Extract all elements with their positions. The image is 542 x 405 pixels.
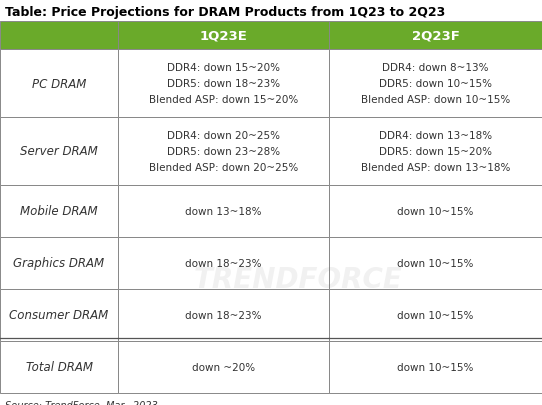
Bar: [0, 50, 118, 118]
Bar: [329, 237, 542, 289]
Bar: [118, 341, 329, 393]
Bar: [0, 22, 118, 50]
Text: down 18~23%: down 18~23%: [185, 258, 262, 269]
Bar: [118, 237, 329, 289]
Text: down 10~15%: down 10~15%: [397, 362, 474, 372]
Bar: [118, 289, 329, 341]
Bar: [329, 341, 542, 393]
Text: down 10~15%: down 10~15%: [397, 310, 474, 320]
Text: Table: Price Projections for DRAM Products from 1Q23 to 2Q23: Table: Price Projections for DRAM Produc…: [5, 6, 445, 19]
Text: down 10~15%: down 10~15%: [397, 258, 474, 269]
Text: down ~20%: down ~20%: [192, 362, 255, 372]
Bar: [0, 237, 118, 289]
Text: 2Q23F: 2Q23F: [411, 30, 460, 43]
Bar: [329, 50, 542, 118]
Text: Total DRAM: Total DRAM: [25, 360, 93, 373]
Bar: [118, 185, 329, 237]
Bar: [329, 22, 542, 50]
Bar: [0, 185, 118, 237]
Text: down 13~18%: down 13~18%: [185, 207, 262, 216]
Text: 1Q23E: 1Q23E: [199, 30, 248, 43]
Text: Source: TrendForce, Mar., 2023: Source: TrendForce, Mar., 2023: [5, 400, 158, 405]
Text: DDR4: down 13~18%
DDR5: down 15~20%
Blended ASP: down 13~18%: DDR4: down 13~18% DDR5: down 15~20% Blen…: [361, 131, 510, 172]
Bar: [118, 118, 329, 185]
Text: PC DRAM: PC DRAM: [32, 77, 86, 90]
Text: Consumer DRAM: Consumer DRAM: [9, 309, 108, 322]
Bar: [118, 22, 329, 50]
Bar: [0, 289, 118, 341]
Text: DDR4: down 20~25%
DDR5: down 23~28%
Blended ASP: down 20~25%: DDR4: down 20~25% DDR5: down 23~28% Blen…: [149, 131, 298, 172]
Bar: [118, 50, 329, 118]
Text: Mobile DRAM: Mobile DRAM: [20, 205, 98, 218]
Text: DDR4: down 8~13%
DDR5: down 10~15%
Blended ASP: down 10~15%: DDR4: down 8~13% DDR5: down 10~15% Blend…: [361, 63, 510, 104]
Text: Server DRAM: Server DRAM: [20, 145, 98, 158]
Text: Graphics DRAM: Graphics DRAM: [14, 257, 105, 270]
Text: down 10~15%: down 10~15%: [397, 207, 474, 216]
Text: TRENDFORCE: TRENDFORCE: [193, 265, 403, 293]
Bar: [329, 185, 542, 237]
Bar: [0, 118, 118, 185]
Bar: [329, 289, 542, 341]
Text: DDR4: down 15~20%
DDR5: down 18~23%
Blended ASP: down 15~20%: DDR4: down 15~20% DDR5: down 18~23% Blen…: [149, 63, 298, 104]
Text: down 18~23%: down 18~23%: [185, 310, 262, 320]
Bar: [329, 118, 542, 185]
Bar: [0, 341, 118, 393]
